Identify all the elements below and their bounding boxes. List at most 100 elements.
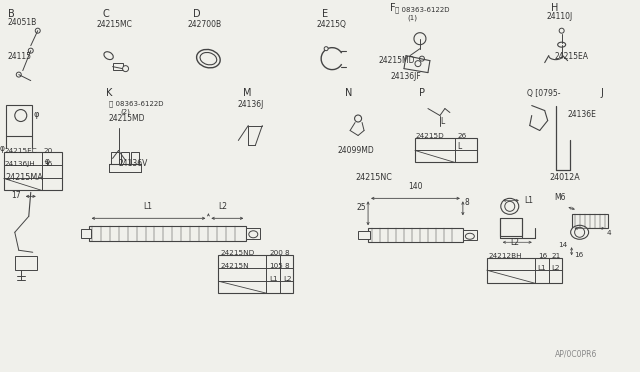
Ellipse shape — [571, 225, 589, 239]
Bar — [358, 231, 370, 239]
Text: 20: 20 — [44, 148, 53, 154]
Bar — [88, 226, 246, 241]
Circle shape — [15, 109, 27, 122]
Text: D: D — [193, 9, 201, 19]
Bar — [113, 62, 123, 70]
Text: 24215EA: 24215EA — [555, 52, 589, 61]
Text: 16: 16 — [575, 252, 584, 258]
Text: 24215MD: 24215MD — [378, 56, 415, 65]
Text: 24099MD: 24099MD — [337, 147, 374, 155]
Text: 8: 8 — [284, 250, 289, 256]
Circle shape — [575, 227, 584, 237]
Text: 24012A: 24012A — [550, 173, 580, 182]
Text: 26: 26 — [458, 134, 467, 140]
Text: 24051B: 24051B — [8, 18, 37, 27]
Bar — [6, 105, 32, 137]
Text: B: B — [8, 9, 15, 19]
Circle shape — [16, 72, 21, 77]
Text: 105: 105 — [269, 263, 283, 269]
Circle shape — [28, 48, 33, 53]
Text: M: M — [243, 87, 252, 97]
Bar — [218, 255, 293, 293]
Text: 24215MD: 24215MD — [109, 113, 145, 122]
Text: L: L — [457, 142, 461, 151]
Bar — [487, 258, 562, 283]
Text: 24215ND: 24215ND — [220, 250, 255, 256]
Circle shape — [355, 115, 362, 122]
Text: Q [0795-: Q [0795- — [527, 89, 560, 97]
Bar — [81, 229, 91, 238]
Text: 24215Q: 24215Q — [316, 20, 346, 29]
Text: 24212BH: 24212BH — [489, 253, 522, 259]
Text: N: N — [345, 87, 353, 97]
Text: 200: 200 — [269, 250, 283, 256]
Bar — [368, 228, 463, 242]
Text: H: H — [550, 3, 558, 13]
Text: 24215D: 24215D — [416, 134, 445, 140]
Bar — [120, 153, 129, 164]
Circle shape — [419, 56, 424, 61]
Text: 24215N: 24215N — [220, 263, 249, 269]
Circle shape — [559, 28, 564, 33]
Bar — [500, 218, 522, 236]
Text: 24215EC: 24215EC — [5, 148, 38, 154]
Text: 17: 17 — [11, 191, 20, 201]
Text: 24215MA: 24215MA — [6, 173, 44, 182]
Text: φ: φ — [45, 157, 50, 166]
Circle shape — [35, 28, 40, 33]
Text: L2: L2 — [218, 202, 227, 211]
Bar — [15, 256, 36, 270]
Text: 140: 140 — [408, 182, 422, 191]
Text: 24136JH: 24136JH — [5, 161, 36, 167]
Text: AP/0C0PR6: AP/0C0PR6 — [555, 349, 597, 358]
Text: 24136JF: 24136JF — [390, 71, 420, 81]
Text: φ: φ — [0, 144, 5, 153]
Bar — [572, 214, 607, 228]
Text: 24136J: 24136J — [237, 100, 264, 109]
Text: L1: L1 — [143, 202, 152, 211]
Ellipse shape — [465, 233, 474, 239]
Text: 24136V: 24136V — [118, 160, 148, 169]
Ellipse shape — [557, 42, 566, 47]
Text: 8: 8 — [465, 198, 470, 207]
Ellipse shape — [249, 231, 258, 238]
Text: E: E — [322, 9, 328, 19]
Text: 16: 16 — [538, 253, 547, 259]
Text: L1: L1 — [525, 196, 534, 205]
Text: 36: 36 — [44, 161, 53, 167]
Text: C: C — [102, 9, 109, 19]
Text: 24215NC: 24215NC — [355, 173, 392, 182]
Text: L2: L2 — [510, 238, 519, 247]
Text: 21: 21 — [552, 253, 561, 259]
Text: K: K — [106, 87, 112, 97]
Circle shape — [505, 201, 515, 211]
Text: M6: M6 — [555, 193, 566, 202]
Ellipse shape — [200, 52, 217, 65]
Bar — [111, 153, 118, 164]
Circle shape — [123, 65, 129, 72]
Bar — [131, 153, 138, 164]
Text: 24110J: 24110J — [547, 12, 573, 21]
Bar — [246, 228, 260, 239]
Text: P: P — [419, 87, 425, 97]
Bar — [463, 230, 477, 240]
Text: Ⓢ 08363-6122D: Ⓢ 08363-6122D — [395, 6, 449, 13]
Text: 24215MC: 24215MC — [97, 20, 132, 29]
Circle shape — [415, 61, 421, 67]
Text: 14: 14 — [557, 242, 567, 248]
Ellipse shape — [104, 52, 113, 60]
Text: L2: L2 — [552, 265, 560, 271]
Text: L: L — [440, 116, 444, 125]
Text: φ: φ — [34, 109, 39, 119]
Text: Ⓢ 08363-6122D: Ⓢ 08363-6122D — [109, 100, 163, 106]
Bar — [4, 153, 61, 190]
Text: F: F — [390, 3, 396, 13]
Text: 24136E: 24136E — [568, 109, 596, 119]
Text: L1: L1 — [538, 265, 547, 271]
Ellipse shape — [196, 49, 220, 68]
Text: 4: 4 — [607, 230, 611, 236]
Bar — [415, 138, 477, 163]
Text: L1: L1 — [269, 276, 278, 282]
Text: L2: L2 — [284, 276, 292, 282]
Text: 25: 25 — [356, 203, 365, 212]
